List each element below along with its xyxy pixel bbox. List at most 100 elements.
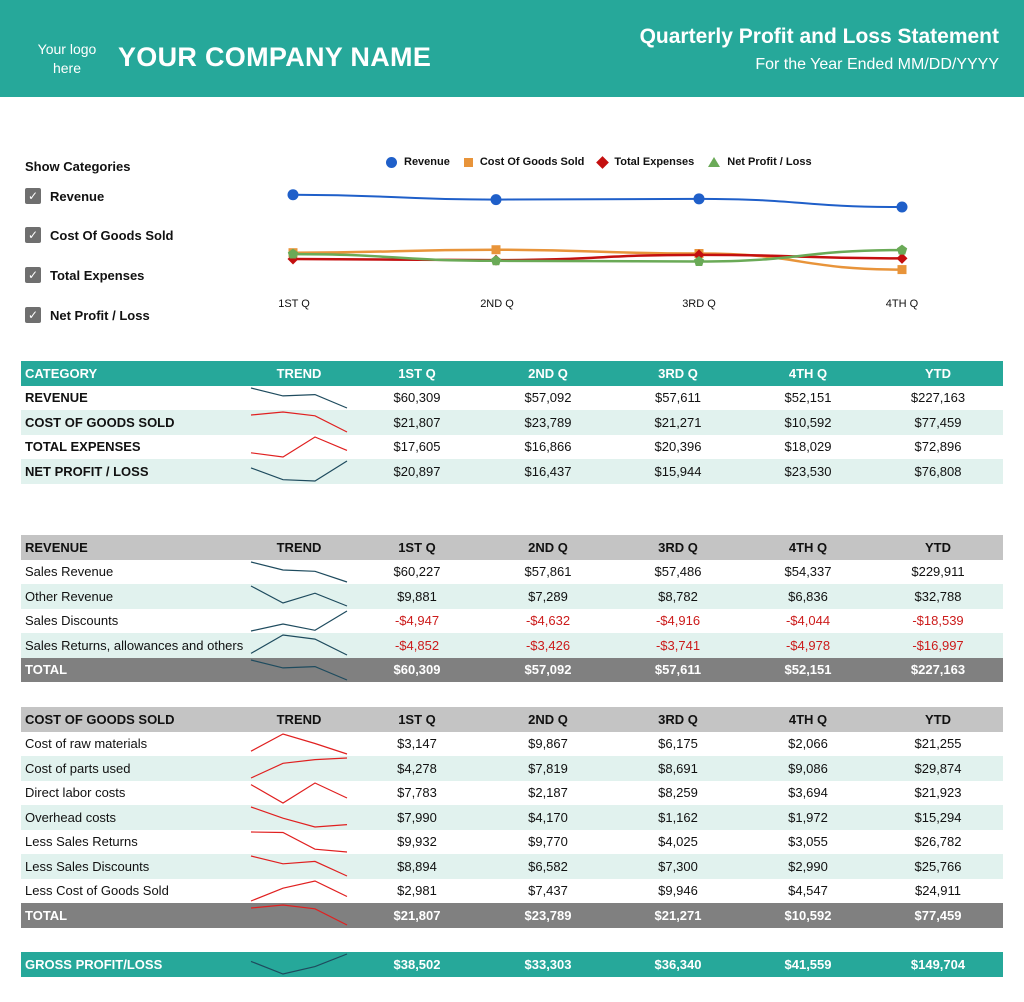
- cell-value: -$3,741: [655, 637, 701, 653]
- category-toggle-label: Revenue: [50, 188, 105, 204]
- table-header-row: COST OF GOODS SOLD TREND 1ST Q 2ND Q 3RD…: [21, 707, 1003, 732]
- sparkline-chart: [250, 561, 348, 583]
- cell-value: $41,559: [784, 956, 832, 972]
- sparkline-path: [250, 733, 348, 755]
- sparkline-chart: [250, 782, 348, 804]
- cell-value: $10,592: [784, 414, 832, 430]
- checkbox-checked-icon[interactable]: ✓: [25, 267, 41, 283]
- cell-value: -$4,632: [525, 613, 571, 629]
- column-header: 4TH Q: [788, 365, 828, 381]
- checkbox-checked-icon[interactable]: ✓: [25, 188, 41, 204]
- revenue-table: REVENUE TREND 1ST Q 2ND Q 3RD Q 4TH Q YT…: [21, 535, 1003, 682]
- row-label: Cost of raw materials: [25, 736, 148, 752]
- sparkline-chart: [250, 806, 348, 828]
- cell-value: -$18,539: [912, 613, 964, 629]
- data-point-revenue-1: [287, 189, 299, 201]
- cell-value: $3,694: [788, 785, 828, 801]
- data-point-cogs-2: [491, 245, 501, 255]
- column-header: COST OF GOODS SOLD: [25, 711, 175, 727]
- sparkline-chart: [250, 460, 348, 482]
- sparkline-path: [250, 585, 348, 607]
- table-row: Less Sales Discounts $8,894 $6,582 $7,30…: [21, 854, 1003, 879]
- x-tick-label: 4TH Q: [885, 298, 919, 310]
- report-subtitle: For the Year Ended MM/DD/YYYY: [755, 56, 999, 73]
- row-label: GROSS PROFIT/LOSS: [25, 956, 163, 972]
- logo-placeholder: Your logo here: [37, 41, 97, 76]
- legend-label: Cost Of Goods Sold: [479, 156, 585, 168]
- row-label: NET PROFIT / LOSS: [25, 463, 149, 479]
- legend-label: Net Profit / Loss: [727, 156, 812, 168]
- column-header: 1ST Q: [398, 365, 436, 381]
- column-header: 3RD Q: [658, 539, 698, 555]
- cell-value: $16,866: [524, 439, 572, 455]
- category-toggle-net[interactable]: ✓ Net Profit / Loss: [25, 306, 150, 324]
- row-label: Other Revenue: [25, 588, 114, 604]
- data-point-net-1: [287, 248, 299, 259]
- sparkline-path: [250, 460, 348, 482]
- cell-value: $38,502: [393, 956, 441, 972]
- quarterly-line-chart: [287, 189, 908, 275]
- sparkline: [249, 903, 349, 927]
- sparkline-chart: [250, 855, 348, 877]
- cell-value: $17,605: [393, 439, 441, 455]
- row-label: Cost of parts used: [25, 760, 131, 776]
- checkbox-checked-icon[interactable]: ✓: [25, 227, 41, 243]
- summary-table: CATEGORY TREND 1ST Q 2ND Q 3RD Q 4TH Q Y…: [21, 361, 1003, 484]
- category-toggle-expenses[interactable]: ✓ Total Expenses: [25, 266, 144, 284]
- sparkline-path: [250, 782, 348, 804]
- cell-value: $15,944: [654, 463, 702, 479]
- cell-value: $60,309: [393, 390, 441, 406]
- sparkline-chart: [250, 733, 348, 755]
- diamond-marker-icon: [596, 155, 610, 169]
- column-header: TREND: [276, 539, 322, 555]
- category-toggle-cogs[interactable]: ✓ Cost Of Goods Sold: [25, 226, 174, 244]
- cell-value: $29,874: [914, 760, 962, 776]
- column-header: 1ST Q: [398, 711, 436, 727]
- table-row: Direct labor costs $7,783 $2,187 $8,259 …: [21, 781, 1003, 806]
- sparkline: [249, 435, 349, 459]
- cell-value: $4,025: [658, 834, 698, 850]
- sparkline: [249, 805, 349, 829]
- column-header: YTD: [925, 365, 951, 381]
- row-label: Sales Revenue: [25, 564, 114, 580]
- row-label: Less Sales Discounts: [25, 858, 150, 874]
- show-categories-title: Show Categories: [25, 159, 131, 174]
- column-header: 2ND Q: [528, 711, 568, 727]
- cell-value: $6,582: [528, 858, 568, 874]
- cell-value: $9,946: [658, 883, 698, 899]
- legend-label: Revenue: [404, 156, 450, 168]
- sparkline-chart: [250, 953, 348, 975]
- column-header: YTD: [925, 711, 951, 727]
- cell-value: $2,981: [397, 883, 437, 899]
- cell-value: $8,259: [658, 785, 698, 801]
- cell-value: $24,911: [914, 883, 962, 899]
- cell-value: $9,770: [528, 834, 568, 850]
- category-toggle-revenue[interactable]: ✓ Revenue: [25, 187, 104, 205]
- cell-value: $76,808: [914, 463, 962, 479]
- sparkline-path: [250, 953, 348, 975]
- cell-value: $23,789: [524, 414, 572, 430]
- column-header: 2ND Q: [528, 539, 568, 555]
- cell-value: $15,294: [914, 809, 962, 825]
- cell-value: $60,227: [393, 564, 441, 580]
- company-name: YOUR COMPANY NAME: [118, 42, 432, 72]
- category-toggle-label: Total Expenses: [50, 267, 145, 283]
- table-row: Sales Returns, allowances and others -$4…: [21, 633, 1003, 658]
- table-row: Sales Revenue $60,227 $57,861 $57,486 $5…: [21, 560, 1003, 585]
- row-label: TOTAL EXPENSES: [25, 439, 141, 455]
- checkbox-checked-icon[interactable]: ✓: [25, 307, 41, 323]
- row-label: Sales Returns, allowances and others: [25, 637, 244, 653]
- sparkline-path: [250, 659, 348, 681]
- cell-value: $21,807: [393, 907, 441, 923]
- sparkline-chart: [250, 757, 348, 779]
- cell-value: $20,396: [654, 439, 702, 455]
- cell-value: $23,530: [784, 463, 832, 479]
- cell-value: $7,289: [528, 588, 568, 604]
- table-row: Less Sales Returns $9,932 $9,770 $4,025 …: [21, 830, 1003, 855]
- sparkline-path: [250, 561, 348, 583]
- category-toggle-label: Net Profit / Loss: [50, 307, 150, 323]
- cell-value: $33,303: [524, 956, 572, 972]
- report-title: Quarterly Profit and Loss Statement: [639, 25, 999, 48]
- cell-value: $9,867: [528, 736, 568, 752]
- chart-legend: Revenue Cost Of Goods Sold Total Expense…: [386, 155, 826, 169]
